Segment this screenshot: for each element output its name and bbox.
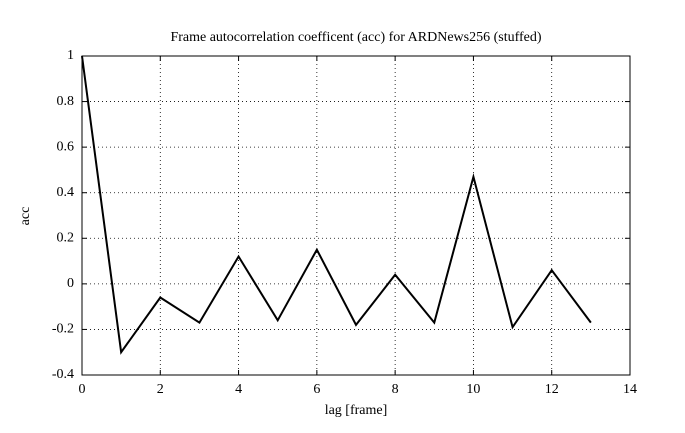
y-tick-label: 0.2 [57, 231, 75, 246]
y-tick-label: 0 [67, 276, 74, 291]
x-tick-label: 14 [623, 382, 637, 397]
y-tick-label: -0.4 [52, 367, 74, 382]
chart-title: Frame autocorrelation coefficent (acc) f… [170, 30, 541, 45]
y-axis-label: acc [18, 207, 33, 226]
y-tick-label: 0.4 [57, 185, 75, 200]
x-axis-label: lag [frame] [325, 403, 388, 418]
y-tick-label: -0.2 [52, 322, 74, 337]
x-tick-label: 6 [313, 382, 320, 397]
y-tick-label: 0.6 [57, 139, 75, 154]
y-tick-label: 1 [67, 48, 74, 63]
y-tick-label: 0.8 [57, 94, 75, 109]
x-tick-label: 12 [545, 382, 559, 397]
x-tick-label: 10 [466, 382, 480, 397]
x-tick-label: 2 [157, 382, 164, 397]
plot-frame [81, 55, 631, 376]
x-tick-label: 0 [79, 382, 86, 397]
x-tick-label: 8 [392, 382, 399, 397]
x-tick-label: 4 [235, 382, 242, 397]
data-line [81, 55, 592, 355]
